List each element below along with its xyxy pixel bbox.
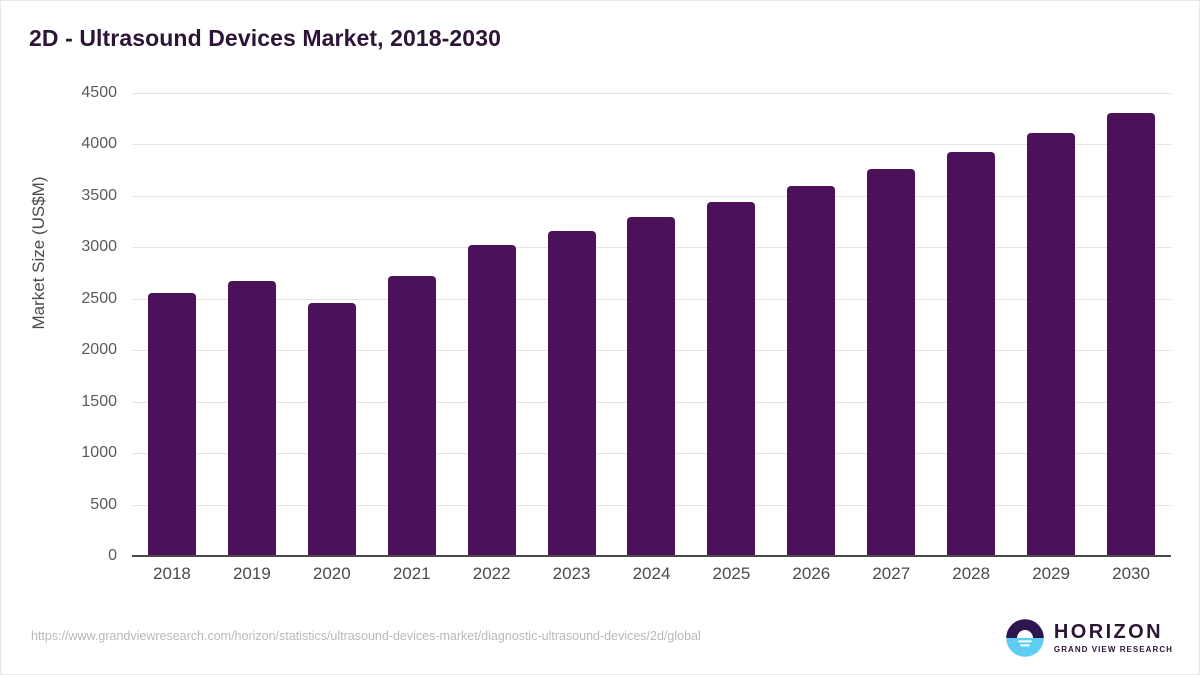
logo-secondary-text: GRAND VIEW RESEARCH	[1053, 645, 1173, 654]
bar-slot	[1091, 93, 1171, 556]
horizon-logo-text: HORIZON GRAND VIEW RESEARCH	[1054, 622, 1173, 654]
y-axis-tick-label: 4000	[81, 135, 117, 153]
y-axis-tick-label: 500	[90, 495, 117, 513]
x-axis-line	[132, 555, 1171, 557]
source-url-text: https://www.grandviewresearch.com/horizo…	[31, 629, 701, 643]
bar[interactable]	[1027, 132, 1076, 556]
x-axis-tick-label: 2025	[712, 564, 751, 583]
x-axis-tick-label: 2028	[952, 564, 991, 583]
bar[interactable]	[787, 186, 836, 556]
y-axis-tick-label: 0	[108, 547, 117, 564]
bar[interactable]	[547, 230, 596, 556]
bar-slot	[612, 93, 692, 556]
x-axis-tick-label: 2023	[552, 564, 591, 583]
bar-slot	[1011, 93, 1091, 556]
bar-slot	[292, 93, 372, 556]
x-axis-tick-label: 2022	[472, 564, 511, 583]
y-axis-tick-label: 3000	[81, 238, 117, 256]
y-axis-tick-label: 1500	[81, 392, 117, 410]
x-axis-tick-label: 2027	[872, 564, 911, 583]
bar[interactable]	[627, 216, 676, 556]
horizon-logo: HORIZON GRAND VIEW RESEARCH	[1005, 618, 1173, 658]
x-axis-tick-label: 2018	[153, 564, 191, 583]
x-axis-tick-label: 2024	[632, 564, 671, 583]
y-axis-tick-label: 2500	[81, 289, 117, 307]
y-axis-tick-label: 2000	[81, 341, 117, 359]
bar[interactable]	[947, 151, 996, 556]
bar-slot	[691, 93, 771, 556]
bar[interactable]	[387, 275, 436, 556]
y-axis-tick-label: 4500	[81, 84, 117, 101]
gridline	[132, 93, 1171, 94]
bar-slot	[212, 93, 292, 556]
bar[interactable]	[227, 281, 276, 556]
x-axis-tick-label: 2030	[1112, 564, 1150, 583]
bar-slot	[532, 93, 612, 556]
x-axis-tick-label: 2020	[312, 564, 351, 583]
bar-slot	[372, 93, 452, 556]
bar-slot	[931, 93, 1011, 556]
y-axis-tick-label: 3500	[81, 186, 117, 204]
y-axis-tick-label: 1000	[81, 444, 117, 462]
bar[interactable]	[147, 292, 196, 556]
x-axis-tick-label: 2026	[792, 564, 831, 583]
logo-primary-text: HORIZON	[1053, 621, 1163, 643]
bar[interactable]	[307, 303, 356, 556]
gridline	[132, 195, 1171, 197]
bar[interactable]	[707, 202, 756, 556]
bar[interactable]	[467, 245, 516, 556]
bar-slot	[771, 93, 851, 556]
x-axis-tick-label: 2021	[392, 564, 431, 583]
horizon-logo-icon	[1006, 619, 1044, 657]
y-axis-tick-labels: 0 500 1000 1500 2000 2500 3000 3500 4000 4500	[1, 84, 117, 564]
x-axis-tick-label: 2029	[1032, 564, 1071, 583]
bar-slot	[851, 93, 931, 556]
bar-slot	[452, 93, 532, 556]
gridline	[132, 144, 1171, 146]
bar-slot	[132, 93, 212, 556]
x-axis-tick-label: 2019	[232, 564, 271, 583]
bar[interactable]	[1107, 113, 1156, 556]
x-axis-tick-labels: 2018 2019 2020 2021 2022 2023 2024 2025 2026 2027…	[132, 564, 1171, 594]
plot-area	[132, 93, 1171, 557]
page-title: 2D - Ultrasound Devices Market, 2018-203…	[29, 25, 501, 51]
bar[interactable]	[867, 169, 916, 556]
